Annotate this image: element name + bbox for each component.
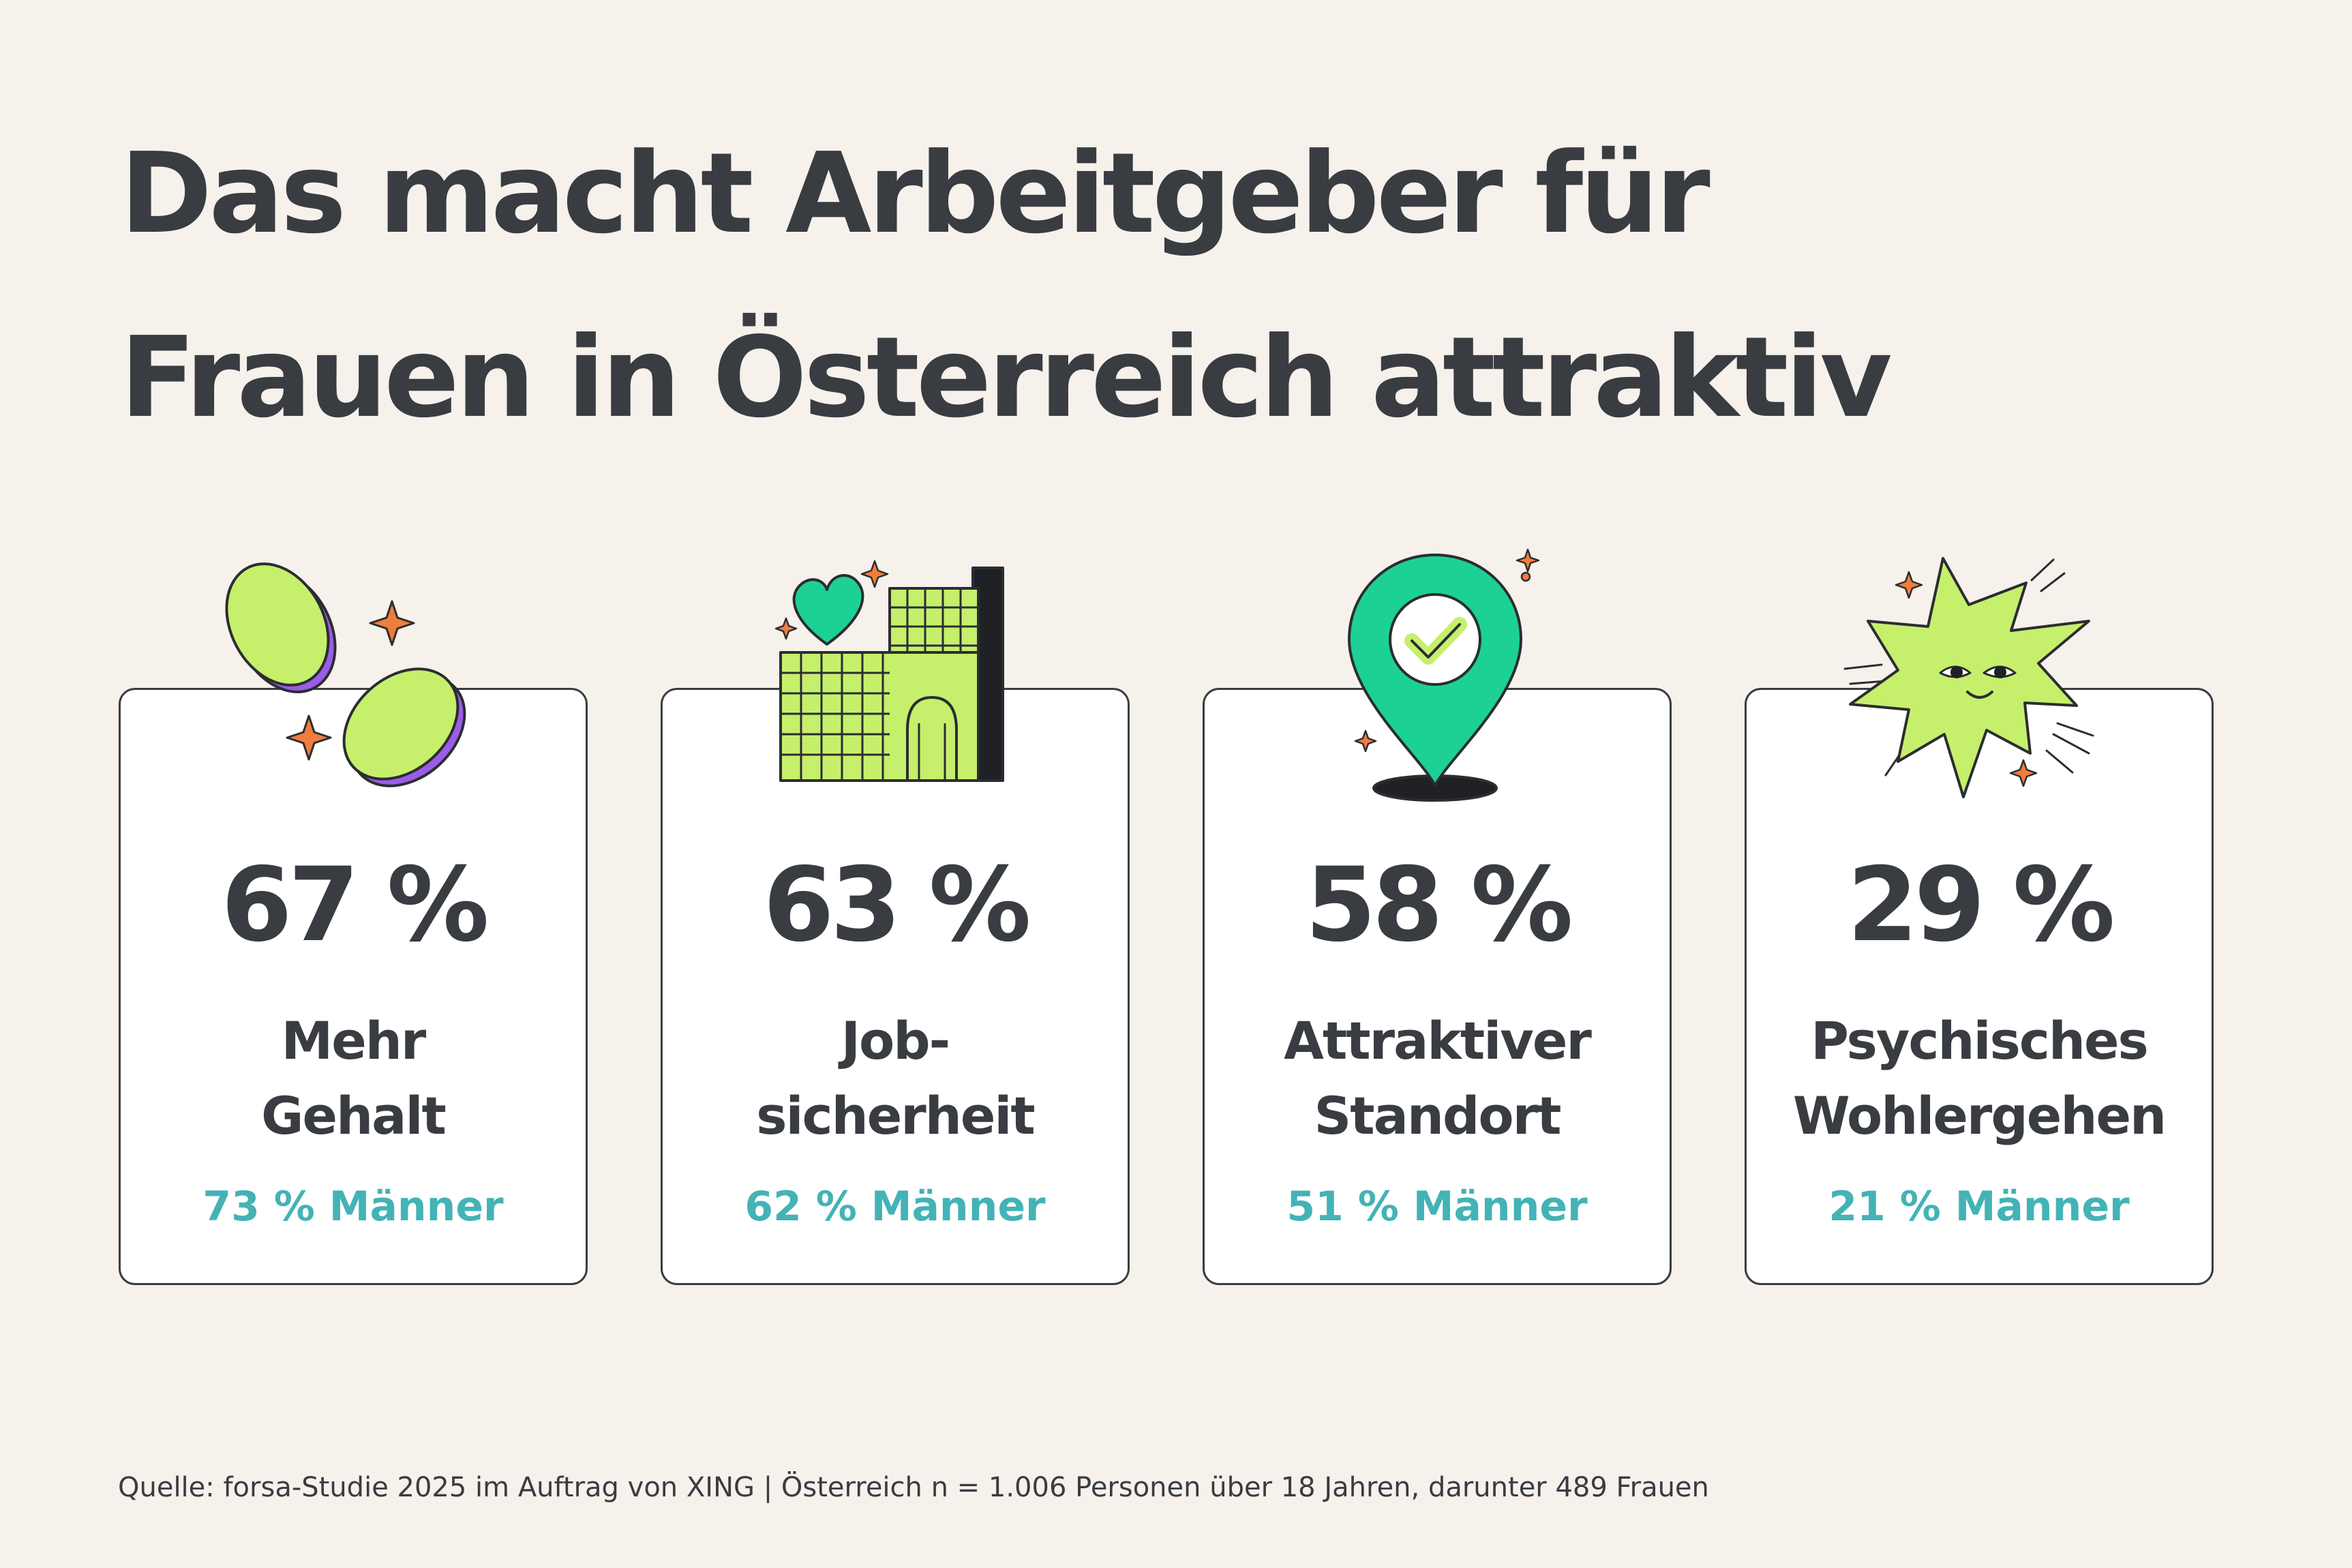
happy-star-icon: [1843, 557, 2094, 798]
location-pin-check-icon: [1348, 548, 1540, 802]
percent-location: 58 %: [1305, 846, 1573, 965]
percent-job-security: 63 %: [763, 846, 1031, 965]
label-job-security-line-1: Job-: [841, 1010, 950, 1071]
card-job-security: [661, 688, 1130, 1285]
coins-icon: [225, 562, 466, 787]
label-wellbeing-line-1: Psychisches: [1811, 1010, 2149, 1071]
men-percent-wellbeing: 21 % Männer: [1828, 1183, 2130, 1231]
label-location-line-1: Attraktiver: [1284, 1010, 1592, 1071]
label-location-line-2: Standort: [1314, 1085, 1562, 1146]
label-job-security: Job- sicherheit: [661, 1004, 1130, 1154]
men-percent-salary: 73 % Männer: [202, 1183, 504, 1231]
label-location: Attraktiver Standort: [1203, 1004, 1672, 1154]
building-heart-icon: [774, 560, 1004, 782]
source-note: Quelle: forsa-Studie 2025 im Auftrag von…: [118, 1472, 1709, 1503]
page-title: Das macht Arbeitgeber für Frauen in Öste…: [120, 102, 2233, 470]
card-salary: [119, 688, 588, 1285]
label-wellbeing-line-2: Wohlergehen: [1792, 1085, 2167, 1146]
percent-salary: 67 %: [221, 846, 489, 965]
label-salary-line-2: Gehalt: [261, 1085, 447, 1146]
label-salary: Mehr Gehalt: [119, 1004, 588, 1154]
men-percent-location: 51 % Männer: [1286, 1183, 1588, 1231]
men-percent-job-security: 62 % Männer: [744, 1183, 1046, 1231]
label-wellbeing: Psychisches Wohlergehen: [1745, 1004, 2214, 1154]
label-salary-line-1: Mehr: [281, 1010, 427, 1071]
percent-wellbeing: 29 %: [1847, 846, 2115, 965]
card-wellbeing: [1745, 688, 2214, 1285]
label-job-security-line-2: sicherheit: [756, 1085, 1036, 1146]
page-title-line-2: Frauen in Österreich attraktiv: [120, 314, 1893, 442]
page-title-line-1: Das macht Arbeitgeber für: [120, 130, 1710, 258]
